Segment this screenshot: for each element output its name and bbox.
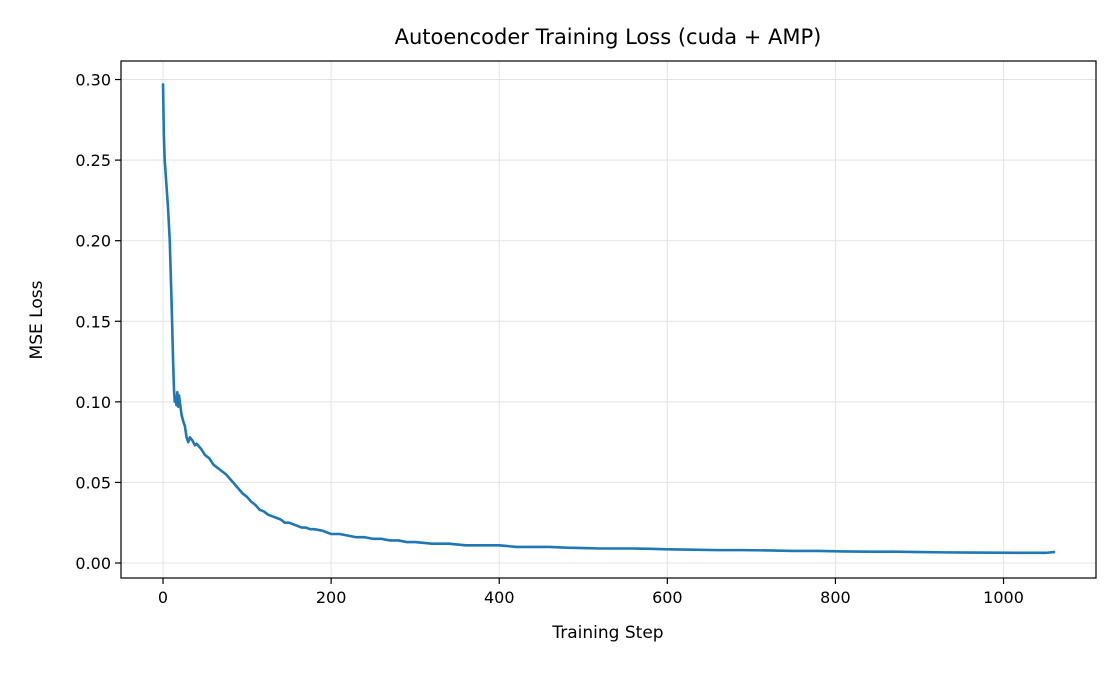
x-tick-label: 0 — [158, 588, 168, 607]
y-tick-label: 0.20 — [75, 232, 111, 251]
x-axis-label: Training Step — [551, 623, 663, 643]
y-tick-label: 0.10 — [75, 393, 111, 412]
y-tick-label: 0.05 — [75, 473, 111, 492]
y-tick-label: 0.15 — [75, 312, 111, 331]
y-tick-label: 0.30 — [75, 71, 111, 90]
x-tick-label: 600 — [652, 588, 683, 607]
y-axis-label: MSE Loss — [27, 280, 47, 359]
plot-area — [161, 83, 1056, 555]
x-tick-label: 400 — [484, 588, 515, 607]
grid — [121, 61, 1096, 578]
y-tick-label: 0.25 — [75, 151, 111, 170]
y-tick-label: 0.00 — [75, 554, 111, 573]
x-tick-label: 800 — [820, 588, 851, 607]
chart-title: Autoencoder Training Loss (cuda + AMP) — [395, 25, 822, 49]
axes-frame — [120, 60, 1097, 579]
x-axis-ticks: 0 200 400 600 800 1000 — [158, 578, 1024, 607]
x-tick-label: 200 — [316, 588, 347, 607]
loss-series-line — [161, 83, 1056, 555]
x-tick-label: 1000 — [983, 588, 1024, 607]
y-axis-ticks: 0.00 0.05 0.10 0.15 0.20 0.25 0.30 — [75, 71, 121, 573]
